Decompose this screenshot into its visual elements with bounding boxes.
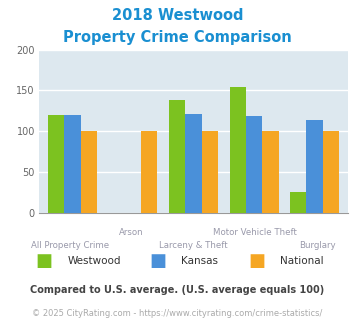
- Text: Motor Vehicle Theft: Motor Vehicle Theft: [213, 228, 297, 237]
- Bar: [48, 115, 64, 213]
- Bar: [262, 131, 279, 213]
- Bar: [202, 131, 218, 213]
- Text: Westwood: Westwood: [67, 256, 121, 266]
- Text: Compared to U.S. average. (U.S. average equals 100): Compared to U.S. average. (U.S. average …: [31, 285, 324, 295]
- Bar: [185, 114, 202, 213]
- Text: Larceny & Theft: Larceny & Theft: [159, 241, 228, 250]
- Text: © 2025 CityRating.com - https://www.cityrating.com/crime-statistics/: © 2025 CityRating.com - https://www.city…: [32, 309, 323, 317]
- Bar: [81, 131, 97, 213]
- Bar: [290, 192, 306, 213]
- Text: Arson: Arson: [119, 228, 144, 237]
- Text: ■: ■: [36, 252, 53, 270]
- Bar: [141, 131, 158, 213]
- Bar: [169, 100, 185, 213]
- Text: ■: ■: [248, 252, 266, 270]
- Bar: [306, 120, 323, 213]
- Bar: [246, 115, 262, 213]
- Text: Burglary: Burglary: [299, 241, 335, 250]
- Text: National: National: [280, 256, 324, 266]
- Bar: [64, 115, 81, 213]
- Text: Kansas: Kansas: [181, 256, 218, 266]
- Text: All Property Crime: All Property Crime: [31, 241, 109, 250]
- Text: ■: ■: [149, 252, 166, 270]
- Text: Property Crime Comparison: Property Crime Comparison: [63, 30, 292, 45]
- Bar: [323, 131, 339, 213]
- Bar: [229, 87, 246, 213]
- Text: 2018 Westwood: 2018 Westwood: [112, 8, 243, 23]
